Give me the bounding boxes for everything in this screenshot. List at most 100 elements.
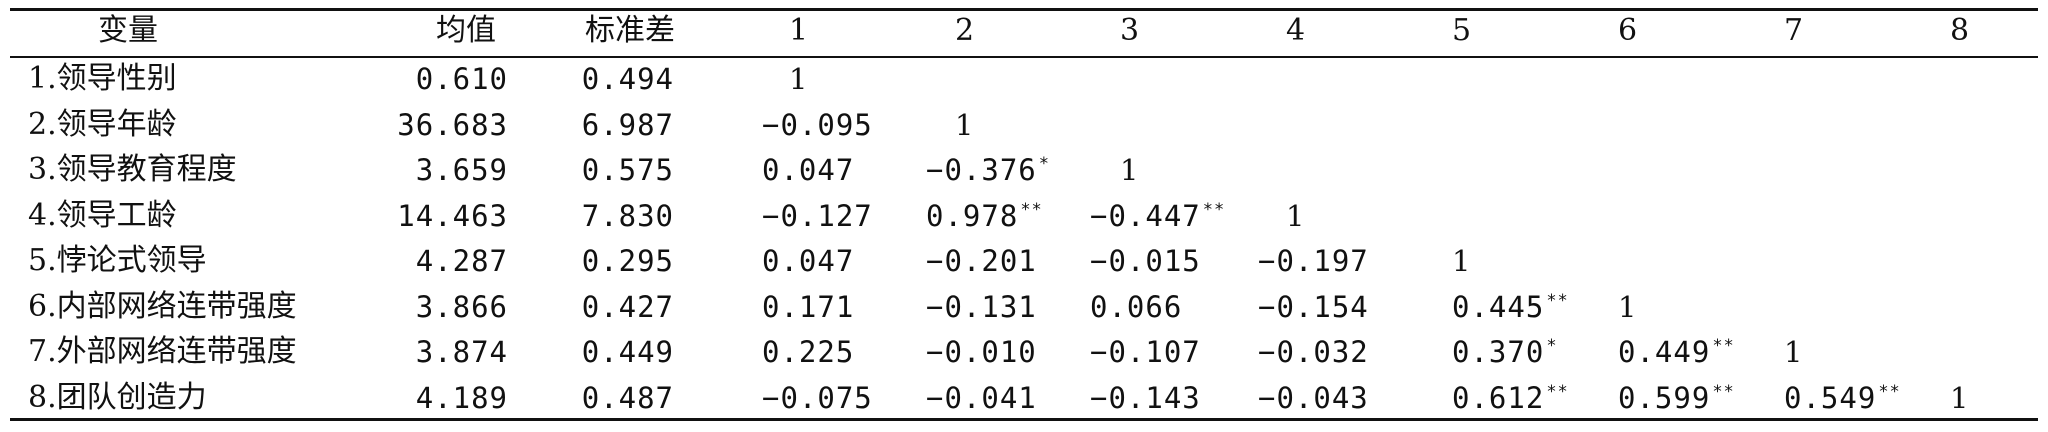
header-col-6: 6: [1618, 13, 1638, 48]
sd-value: 0.449: [581, 335, 674, 369]
mean-value: 3.866: [415, 289, 508, 324]
correlation-cell: −0.010: [926, 335, 1037, 369]
table-row: 8.团队创造力 4.189 0.487 −0.075 −0.041 −0.143 −0.04…: [0, 377, 2048, 423]
correlation-value: −0.143: [1090, 380, 1201, 415]
top-rule: [10, 8, 2038, 11]
correlation-value: 1: [1950, 380, 1970, 415]
table-row: 5.悖论式领导 4.287 0.295 0.047 −0.201 −0.015 −0.197…: [0, 240, 2048, 286]
correlation-value: −0.447: [1090, 198, 1201, 233]
correlation-cell: −0.107: [1090, 335, 1201, 369]
correlation-cell: −0.041: [926, 381, 1037, 415]
header-col-3: 3: [1120, 13, 1140, 48]
variable-label: 8.团队创造力: [28, 379, 207, 415]
sd-value: 0.427: [581, 289, 674, 324]
correlation-cell: −0.143: [1090, 381, 1201, 415]
significance-marker: *: [1038, 154, 1051, 174]
correlation-cell: 1: [1452, 244, 1471, 278]
table-row: 7.外部网络连带强度 3.874 0.449 0.225 −0.010 −0.107 −0.…: [0, 331, 2048, 377]
correlation-cell: −0.447 **: [1090, 199, 1225, 233]
header-col-4: 4: [1286, 13, 1306, 48]
correlation-cell: 0.047: [762, 153, 854, 187]
correlation-cell: 1: [1120, 153, 1139, 187]
correlation-cell: −0.131: [926, 290, 1037, 324]
correlation-value: −0.015: [1090, 244, 1201, 278]
header-col-8: 8: [1950, 13, 1970, 48]
correlation-value: −0.032: [1258, 335, 1369, 369]
mean-value: 4.287: [415, 244, 508, 278]
significance-marker: *: [1546, 336, 1558, 356]
header-col-2: 2: [955, 13, 975, 48]
correlation-cell: 1: [1286, 199, 1305, 233]
header-variable: 变量: [98, 13, 158, 48]
correlation-value: 0.047: [762, 153, 855, 187]
correlation-value: −0.376: [926, 153, 1037, 187]
significance-marker: **: [1878, 381, 1901, 402]
mean-value: 3.659: [415, 153, 508, 187]
correlation-value: 0.445: [1452, 289, 1545, 324]
correlation-value: 0.978: [926, 198, 1019, 233]
correlation-cell: 0.370 *: [1452, 335, 1558, 369]
correlation-cell: 0.066: [1090, 290, 1182, 324]
correlation-cell: −0.015: [1090, 244, 1201, 278]
correlation-cell: −0.032: [1258, 335, 1369, 369]
correlation-cell: −0.043: [1258, 381, 1369, 415]
sd-value: 0.487: [581, 380, 674, 415]
significance-marker: **: [1546, 290, 1569, 311]
sd-value: 0.575: [581, 153, 674, 187]
correlation-cell: 0.612 **: [1452, 381, 1569, 415]
correlation-value: 0.549: [1784, 380, 1877, 415]
variable-label: 2.领导年龄: [28, 106, 177, 142]
correlation-value: −0.075: [762, 380, 873, 415]
sd-value: 7.830: [581, 198, 674, 233]
significance-marker: **: [1202, 199, 1226, 220]
correlation-cell: 1: [1618, 290, 1637, 324]
correlation-value: −0.095: [762, 107, 873, 142]
correlation-cell: −0.197: [1258, 244, 1369, 278]
correlation-value: 0.612: [1452, 380, 1545, 415]
correlation-value: 1: [1784, 335, 1804, 369]
bottom-rule: [10, 418, 2038, 421]
variable-label: 3.领导教育程度: [28, 152, 237, 187]
table-row: 6.内部网络连带强度 3.866 0.427 0.171 −0.131 0.066 −0.1…: [0, 286, 2048, 332]
correlation-value: −0.201: [926, 244, 1037, 278]
correlation-cell: 0.549 **: [1784, 381, 1901, 415]
mean-value: 4.189: [415, 380, 508, 415]
variable-label: 5.悖论式领导: [28, 243, 207, 278]
significance-marker: **: [1020, 199, 1043, 220]
sd-value: 0.295: [581, 244, 674, 278]
header-rule: [10, 56, 2038, 58]
correlation-value: −0.131: [926, 289, 1037, 324]
significance-marker: **: [1546, 381, 1569, 402]
correlation-cell: 0.449 **: [1618, 335, 1735, 369]
correlation-cell: 1: [955, 108, 974, 142]
mean-value: 3.874: [415, 335, 508, 369]
correlation-cell: 1: [1784, 335, 1803, 369]
correlation-value: 0.449: [1618, 335, 1711, 369]
correlation-value: 1: [955, 107, 975, 142]
correlation-value: −0.154: [1258, 289, 1369, 324]
significance-marker: **: [1712, 336, 1735, 356]
correlation-value: 1: [1452, 244, 1472, 278]
correlation-cell: 0.047: [762, 244, 854, 278]
header-mean: 均值: [436, 13, 496, 48]
correlation-cell: 1: [789, 62, 808, 96]
correlation-cell: 0.225: [762, 335, 854, 369]
correlation-cell: −0.127: [762, 199, 873, 233]
header-col-7: 7: [1784, 13, 1804, 48]
sd-value: 0.494: [581, 62, 674, 96]
mean-value: 36.683: [397, 107, 508, 142]
correlation-cell: −0.201: [926, 244, 1037, 278]
correlation-value: 1: [789, 62, 809, 96]
correlation-value: 0.171: [762, 289, 855, 324]
correlation-cell: 0.445 **: [1452, 290, 1569, 324]
mean-value: 14.463: [397, 198, 508, 233]
variable-label: 6.内部网络连带强度: [28, 288, 297, 324]
table-row: 3.领导教育程度 3.659 0.575 0.047 −0.376 * 1: [0, 149, 2048, 195]
correlation-value: 1: [1286, 198, 1306, 233]
correlation-value: −0.127: [762, 198, 873, 233]
significance-marker: **: [1712, 381, 1735, 402]
correlation-value: −0.010: [926, 335, 1037, 369]
correlation-cell: −0.376 *: [926, 153, 1050, 187]
correlation-value: −0.043: [1258, 380, 1369, 415]
correlation-cell: 0.599 **: [1618, 381, 1735, 415]
